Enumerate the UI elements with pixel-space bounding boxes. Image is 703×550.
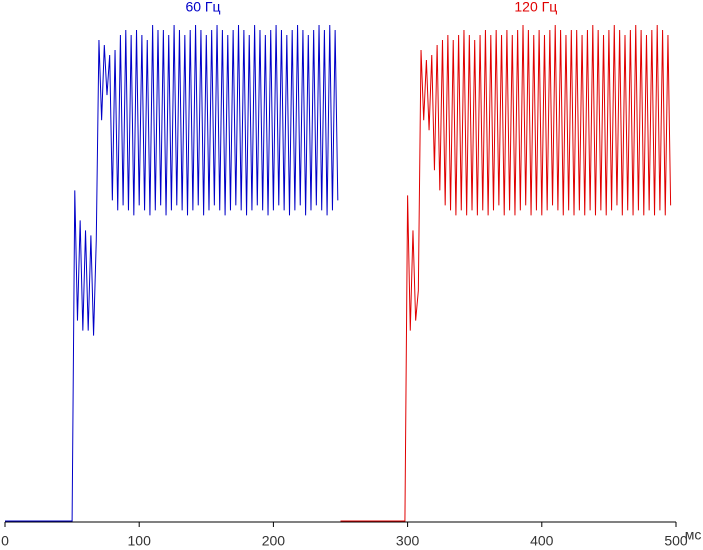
series-line: [5, 25, 339, 522]
series-line: [340, 25, 672, 522]
x-axis-label: мс: [685, 527, 702, 543]
x-tick-label: 500: [664, 533, 688, 549]
x-tick-label: 200: [262, 533, 286, 549]
x-tick-label: 100: [128, 533, 152, 549]
series-label: 60 Гц: [185, 0, 220, 15]
series-label: 120 Гц: [514, 0, 557, 15]
x-tick-label: 400: [530, 533, 554, 549]
x-tick-label: 0: [1, 533, 9, 549]
x-tick-label: 300: [396, 533, 420, 549]
